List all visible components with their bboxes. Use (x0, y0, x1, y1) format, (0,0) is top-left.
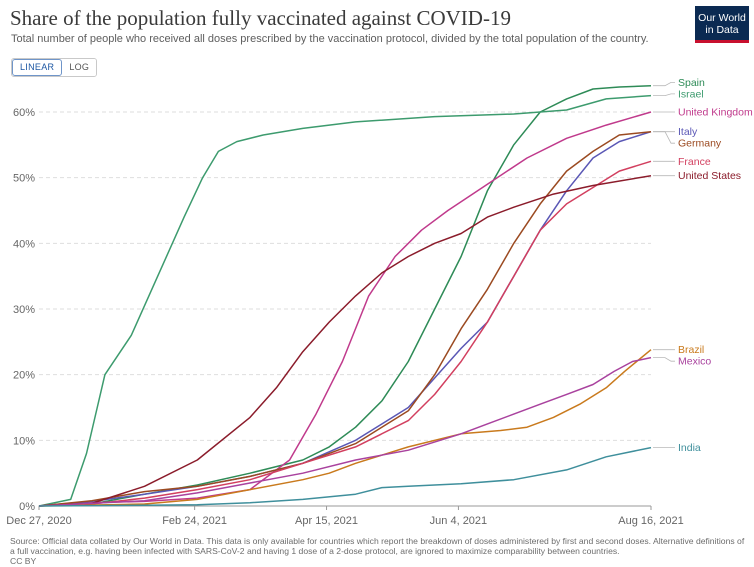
series-line-germany[interactable] (38, 130, 652, 507)
series-label-israel[interactable]: Israel (678, 88, 704, 100)
license-link[interactable]: CC BY (10, 556, 37, 566)
y-tick-label: 40% (13, 238, 35, 250)
series-lines (38, 84, 652, 507)
chart-title: Share of the population fully vaccinated… (10, 6, 511, 30)
series-line-spain[interactable] (38, 84, 652, 507)
chart-subtitle: Total number of people who received all … (11, 33, 649, 45)
label-connector (653, 93, 675, 96)
x-tick-label: Feb 24, 2021 (162, 515, 227, 527)
linear-scale-button[interactable]: LINEAR (12, 59, 63, 76)
y-tick-label: 60% (13, 107, 35, 119)
x-tick-label: Aug 16, 2021 (618, 515, 683, 527)
logo-line2: in Data (705, 24, 739, 36)
owid-logo[interactable]: Our World in Data (695, 6, 749, 43)
series-line-italy[interactable] (38, 130, 652, 507)
y-axis-ticks: 0% 10% 20% 30% 40% 50% 60% (13, 107, 35, 513)
x-tick-label: Dec 27, 2020 (6, 515, 71, 527)
y-tick-label: 0% (19, 501, 35, 513)
series-label-united-kingdom[interactable]: United Kingdom (678, 107, 753, 119)
label-connector (653, 131, 675, 144)
y-tick-label: 50% (13, 173, 35, 185)
source-note: Source: Official data collated by Our Wo… (10, 536, 745, 556)
series-line-united-states[interactable] (38, 174, 652, 507)
label-connector (653, 82, 675, 87)
series-line-israel[interactable] (38, 94, 652, 507)
series-label-india[interactable]: India (678, 442, 701, 454)
logo-accent-bar (695, 40, 749, 43)
scale-toggle: LINEAR LOG (11, 58, 98, 77)
x-tick-label: Jun 4, 2021 (430, 515, 488, 527)
logo-line1: Our World (698, 12, 746, 24)
series-line-mexico[interactable] (38, 356, 652, 507)
series-label-germany[interactable]: Germany (678, 138, 722, 150)
series-label-france[interactable]: France (678, 156, 711, 168)
series-label-mexico[interactable]: Mexico (678, 356, 711, 368)
series-line-brazil[interactable] (38, 349, 652, 507)
label-connector (653, 357, 675, 362)
series-line-france[interactable] (38, 160, 652, 507)
log-scale-button[interactable]: LOG (62, 59, 97, 76)
series-label-united-states[interactable]: United States (678, 170, 741, 182)
series-line-united-kingdom[interactable] (38, 111, 652, 507)
x-tick-label: Apr 15, 2021 (295, 515, 358, 527)
series-label-brazil[interactable]: Brazil (678, 344, 704, 356)
x-axis-ticks: Dec 27, 2020 Feb 24, 2021 Apr 15, 2021 Jun … (6, 506, 684, 527)
y-tick-label: 20% (13, 370, 35, 382)
series-label-italy[interactable]: Italy (678, 126, 698, 138)
y-tick-label: 10% (13, 435, 35, 447)
series-label-spain[interactable]: Spain (678, 77, 705, 89)
series-line-india[interactable] (38, 446, 652, 507)
y-tick-label: 30% (13, 304, 35, 316)
